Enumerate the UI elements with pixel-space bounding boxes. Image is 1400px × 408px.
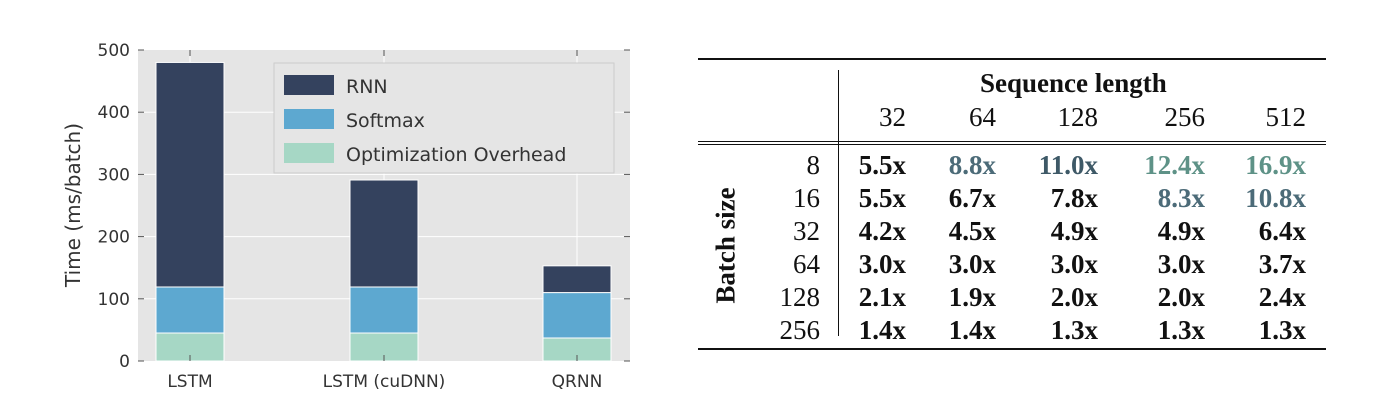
table-cell: 16.9x bbox=[1245, 150, 1306, 180]
legend-label: Softmax bbox=[346, 110, 425, 132]
column-header-64: 64 bbox=[969, 102, 996, 132]
column-group-header: Sequence length bbox=[980, 68, 1167, 98]
y-tick-label: 200 bbox=[98, 228, 130, 248]
row-label: 128 bbox=[779, 282, 821, 312]
bar-segment-rnn bbox=[349, 179, 419, 288]
table-cell: 2.0x bbox=[1157, 282, 1205, 312]
y-tick-label: 100 bbox=[98, 290, 130, 310]
column-header-512: 512 bbox=[1265, 102, 1307, 132]
bar-segment-rnn bbox=[542, 265, 612, 294]
table-cell: 12.4x bbox=[1144, 150, 1205, 180]
table-cell: 1.4x bbox=[858, 315, 906, 345]
table-cell: 2.4x bbox=[1258, 282, 1306, 312]
table-cell: 1.4x bbox=[948, 315, 996, 345]
table-cell: 3.0x bbox=[1157, 249, 1205, 279]
bar-segment-softmax bbox=[349, 286, 419, 334]
table-cell: 1.9x bbox=[948, 282, 996, 312]
legend-label: RNN bbox=[346, 76, 388, 98]
table-mid-rule-2 bbox=[698, 144, 1326, 145]
x-tick-label: LSTM (cuDNN) bbox=[323, 372, 446, 392]
row-label: 32 bbox=[793, 216, 820, 246]
y-axis-label: Time (ms/batch) bbox=[61, 123, 85, 288]
table-cell: 10.8x bbox=[1245, 183, 1306, 213]
table-cell: 4.5x bbox=[948, 216, 996, 246]
bar-segment-rnn bbox=[155, 61, 225, 288]
table-cell: 6.4x bbox=[1258, 216, 1306, 246]
table-cell: 3.0x bbox=[1050, 249, 1098, 279]
table-cell: 2.0x bbox=[1050, 282, 1098, 312]
column-header-32: 32 bbox=[879, 102, 906, 132]
table-bottom-rule bbox=[698, 348, 1326, 350]
table-cell: 3.7x bbox=[1258, 249, 1306, 279]
bars bbox=[155, 61, 612, 362]
bar-segment-softmax bbox=[155, 286, 225, 334]
legend-swatch bbox=[284, 109, 334, 129]
table-cell: 4.9x bbox=[1157, 216, 1205, 246]
y-tick-label: 0 bbox=[119, 352, 130, 372]
y-tick-label: 400 bbox=[98, 103, 130, 123]
row-group-header: Batch size bbox=[710, 187, 741, 304]
table-cell: 6.7x bbox=[948, 183, 996, 213]
table-top-rule bbox=[698, 58, 1326, 60]
table-cell: 8.8x bbox=[948, 150, 996, 180]
table-cell: 3.0x bbox=[948, 249, 996, 279]
row-label: 64 bbox=[793, 249, 820, 279]
stacked-bar-chart: 0 100 200 300 400 500 LSTM LSTM (cuDNN) QRNN Tim… bbox=[61, 41, 630, 392]
table-cell: 3.0x bbox=[858, 249, 906, 279]
table-cell: 4.2x bbox=[858, 216, 906, 246]
table-mid-rule bbox=[698, 141, 1326, 142]
row-label: 256 bbox=[779, 315, 821, 345]
x-tick-label: LSTM bbox=[167, 372, 212, 392]
table-cell: 11.0x bbox=[1038, 150, 1098, 180]
table-cell: 1.3x bbox=[1157, 315, 1205, 345]
table-cell: 1.3x bbox=[1258, 315, 1306, 345]
table-cell: 5.5x bbox=[858, 183, 906, 213]
y-tick-label: 300 bbox=[98, 165, 130, 185]
legend-swatch bbox=[284, 75, 334, 95]
table-cell: 1.3x bbox=[1050, 315, 1098, 345]
axis-ticks: 0 100 200 300 400 500 LSTM LSTM (cuDNN) QRNN bbox=[98, 41, 630, 392]
row-label: 16 bbox=[793, 183, 820, 213]
row-label: 8 bbox=[806, 150, 821, 180]
column-header-128: 128 bbox=[1057, 102, 1099, 132]
table-cell: 7.8x bbox=[1050, 183, 1098, 213]
legend-label: Optimization Overhead bbox=[346, 144, 566, 166]
legend: RNN Softmax Optimization Overhead bbox=[273, 62, 615, 174]
y-tick-label: 500 bbox=[98, 41, 130, 61]
column-header-256: 256 bbox=[1164, 102, 1206, 132]
table-column-separator bbox=[838, 70, 839, 336]
table-cell: 8.3x bbox=[1157, 183, 1205, 213]
table-cell: 2.1x bbox=[858, 282, 906, 312]
bar-segment-softmax bbox=[542, 292, 612, 339]
x-tick-label: QRNN bbox=[552, 372, 603, 392]
table-cell: 4.9x bbox=[1050, 216, 1098, 246]
table-cell: 5.5x bbox=[858, 150, 906, 180]
legend-swatch bbox=[284, 143, 334, 163]
